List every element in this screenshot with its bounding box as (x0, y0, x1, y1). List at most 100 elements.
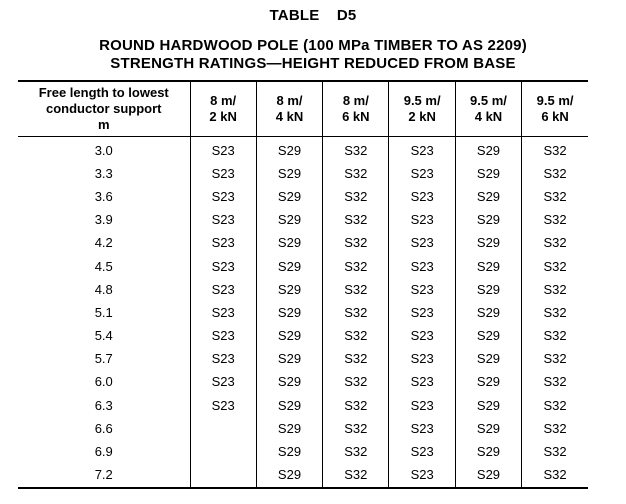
strength-rating-cell: S29 (255, 440, 323, 464)
free-length-cell: 6.9 (94, 444, 113, 460)
strength-rating-cell: S32 (521, 208, 588, 232)
free-length-cell: 5.1 (94, 304, 113, 320)
strength-rating-cell: S32 (521, 463, 588, 488)
strength-rating-cell: S32 (322, 324, 389, 348)
strength-rating-cell: S29 (454, 278, 522, 302)
free-length-cell: 6.0 (94, 374, 113, 390)
strength-rating-cell: S29 (454, 394, 522, 418)
strength-rating-cell: S29 (454, 417, 522, 441)
strength-rating-cell: S23 (189, 231, 257, 255)
table-number: TABLE D5 (269, 7, 357, 24)
table-row: 4.5 S23 S29 S32 S23 S29 S32 (18, 254, 588, 279)
column-header-rating: 8 m/ 4 kN (255, 81, 323, 137)
strength-rating-cell: S29 (454, 301, 522, 325)
strength-rating-cell: S29 (255, 417, 323, 441)
strength-rating-cell: S32 (521, 440, 588, 464)
strength-rating-cell: S23 (189, 370, 257, 395)
table-header: Free length to lowest conductor support … (18, 81, 588, 137)
strength-rating-cell: S23 (388, 231, 456, 255)
column-header-rating: 9.5 m/ 2 kN (388, 81, 456, 137)
strength-rating-cell: S32 (322, 136, 389, 163)
strength-rating-cell: S29 (255, 324, 323, 348)
strength-rating-cell: S23 (388, 463, 456, 488)
strength-rating-cell: S29 (454, 185, 522, 209)
strength-rating-cell: S29 (454, 440, 522, 464)
strength-rating-cell: S23 (189, 394, 257, 418)
strength-rating-cell: S23 (388, 347, 456, 371)
strength-rating-cell: S32 (322, 208, 389, 232)
table-row: 6.3 S23 S29 S32 S23 S29 S32 (18, 394, 588, 418)
strength-rating-cell: S29 (255, 347, 323, 371)
column-header-rating: 9.5 m/ 4 kN (454, 81, 522, 137)
strength-rating-cell: S23 (388, 185, 456, 209)
strength-rating-cell: S32 (322, 162, 389, 186)
strength-rating-cell: S23 (189, 162, 257, 186)
free-length-cell: 5.7 (94, 351, 113, 367)
strength-rating-cell: S32 (521, 324, 588, 348)
strength-rating-cell: S29 (454, 463, 522, 488)
strength-rating-cell: S32 (521, 394, 588, 418)
strength-rating-cell: S23 (388, 394, 456, 418)
table-row: 4.2 S23 S29 S32 S23 S29 S32 (18, 231, 588, 255)
strength-rating-cell: S23 (388, 440, 456, 464)
strength-rating-cell: S23 (189, 301, 257, 325)
strength-rating-cell: S32 (521, 231, 588, 255)
table-row: 3.3 S23 S29 S32 S23 S29 S32 (18, 162, 588, 186)
strength-rating-cell: S32 (521, 370, 588, 395)
column-header-rating: 8 m/ 6 kN (322, 81, 389, 137)
table-row: 3.9 S23 S29 S32 S23 S29 S32 (18, 208, 588, 232)
strength-rating-cell: S29 (255, 254, 323, 279)
strength-rating-cell: S29 (255, 162, 323, 186)
strength-rating-cell: S29 (255, 185, 323, 209)
free-length-cell: 5.4 (94, 328, 113, 344)
table-row: 5.4 S23 S29 S32 S23 S29 S32 (18, 324, 588, 348)
strength-rating-cell: S23 (388, 136, 456, 163)
strength-rating-cell (189, 440, 257, 464)
strength-rating-cell: S32 (521, 185, 588, 209)
strength-rating-cell: S32 (521, 301, 588, 325)
column-header-rating: 9.5 m/ 6 kN (521, 81, 588, 137)
strength-rating-cell: S32 (322, 417, 389, 441)
column-header-free-length: Free length to lowest conductor support … (38, 85, 169, 132)
strength-rating-cell: S29 (255, 394, 323, 418)
strength-rating-cell: S29 (255, 278, 323, 302)
strength-rating-cell: S29 (454, 324, 522, 348)
strength-rating-cell: S29 (255, 208, 323, 232)
strength-rating-cell: S29 (255, 370, 323, 395)
table-title-line-2: STRENGTH RATINGS—HEIGHT REDUCED FROM BAS… (110, 55, 516, 72)
strength-rating-cell: S23 (388, 370, 456, 395)
table-body: 3.0 S23 S29 S32 S23 S29 S32 3.3 S23 S29 S32 S23 S29 S… (18, 136, 588, 488)
strength-rating-cell: S23 (388, 162, 456, 186)
strength-rating-cell: S23 (388, 417, 456, 441)
table-row: 4.8 S23 S29 S32 S23 S29 S32 (18, 278, 588, 302)
free-length-cell: 3.9 (94, 212, 113, 228)
free-length-cell: 3.6 (94, 188, 113, 204)
strength-rating-cell: S32 (322, 185, 389, 209)
strength-rating-cell (189, 463, 257, 488)
strength-rating-cell: S32 (322, 347, 389, 371)
strength-rating-cell: S29 (255, 301, 323, 325)
table-row: 3.6 S23 S29 S32 S23 S29 S32 (18, 185, 588, 209)
strength-rating-cell: S29 (454, 208, 522, 232)
strength-rating-cell: S32 (521, 162, 588, 186)
strength-rating-cell: S32 (521, 254, 588, 279)
strength-rating-cell: S23 (189, 254, 257, 279)
table-row: 6.9 S29 S32 S23 S29 S32 (18, 440, 588, 464)
free-length-cell: 4.5 (94, 258, 113, 274)
table-title-line-1: ROUND HARDWOOD POLE (100 MPa TIMBER TO A… (99, 37, 527, 54)
strength-rating-cell: S29 (255, 463, 323, 488)
table-row: 6.6 S29 S32 S23 S29 S32 (18, 417, 588, 441)
table-row: 3.0 S23 S29 S32 S23 S29 S32 (18, 136, 588, 163)
free-length-cell: 6.6 (94, 420, 113, 436)
strength-rating-cell: S23 (189, 136, 257, 163)
free-length-cell: 3.3 (94, 165, 113, 181)
strength-rating-cell: S23 (388, 301, 456, 325)
table-row: 6.0 S23 S29 S32 S23 S29 S32 (18, 370, 588, 395)
column-header-rating: 8 m/ 2 kN (189, 81, 257, 137)
strength-rating-cell: S32 (322, 463, 389, 488)
strength-rating-cell: S23 (388, 208, 456, 232)
table-row: 5.7 S23 S29 S32 S23 S29 S32 (18, 347, 588, 371)
strength-rating-cell: S29 (454, 231, 522, 255)
free-length-cell: 3.0 (94, 142, 113, 158)
strength-rating-cell: S32 (521, 278, 588, 302)
